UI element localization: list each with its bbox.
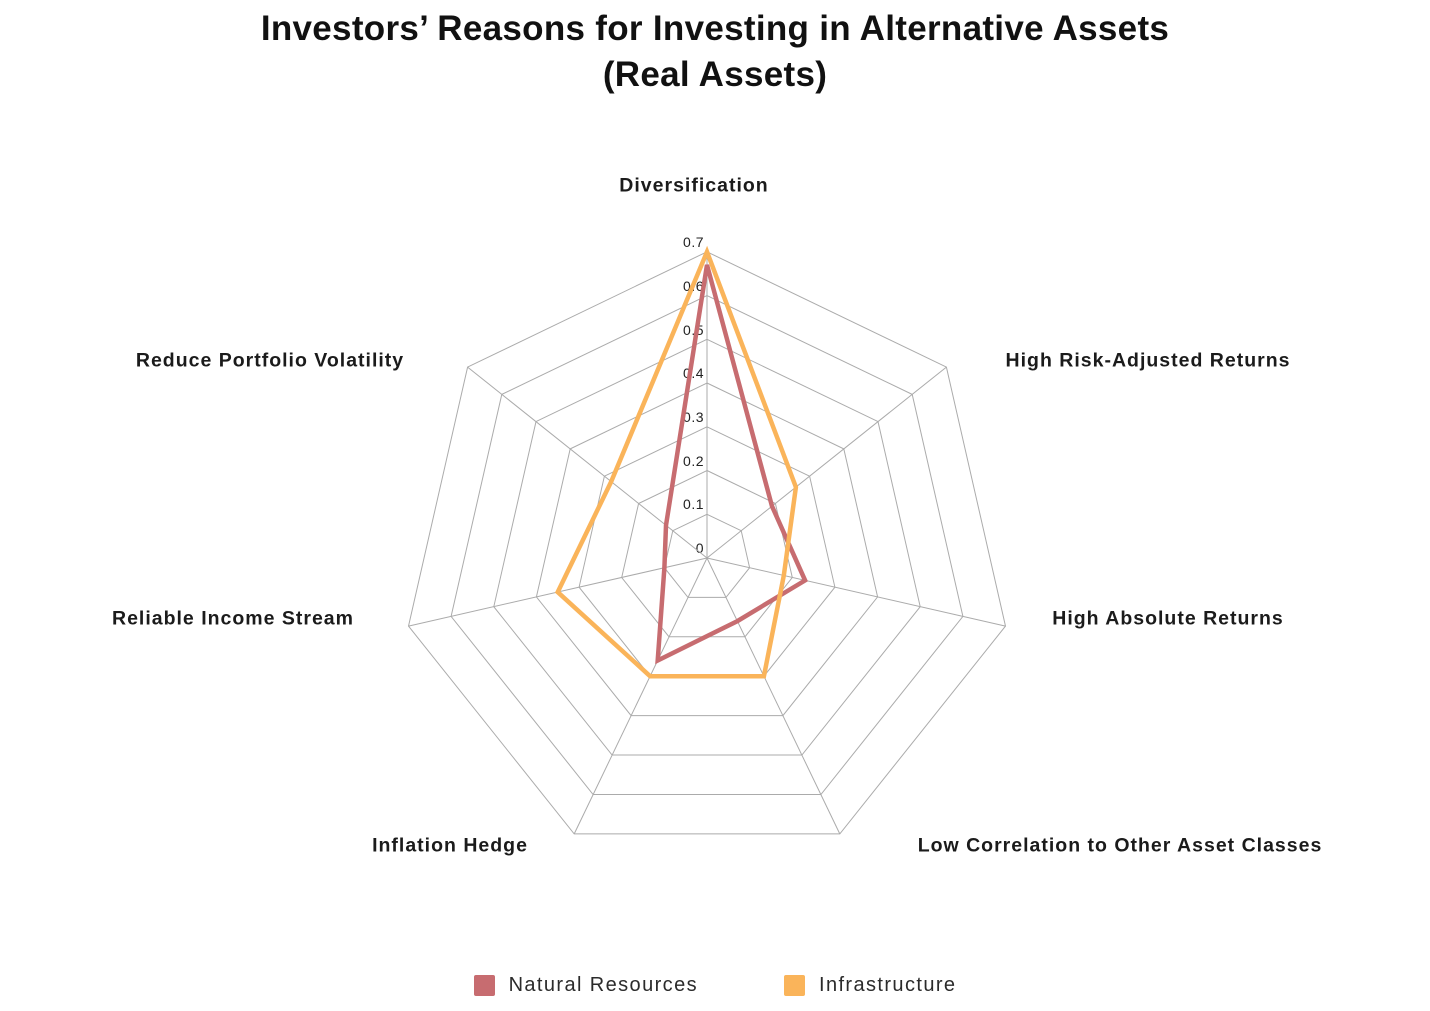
chart-title-line2: (Real Assets) bbox=[602, 55, 828, 94]
axis-label-reliable-income-stream: Reliable Income Stream bbox=[111, 607, 355, 630]
chart-title: Investors’ Reasons for Investing in Alte… bbox=[0, 6, 1430, 98]
axis-label-high-risk-adjusted-returns: High Risk-Adjusted Returns bbox=[1005, 349, 1291, 372]
radial-tick-0-7: 0.7 bbox=[683, 234, 704, 250]
grid-ring bbox=[535, 382, 879, 717]
radial-tick-0-3: 0.3 bbox=[683, 409, 704, 425]
radial-tick-0-2: 0.2 bbox=[683, 453, 704, 469]
legend-item-natural-resources[interactable]: Natural Resources bbox=[473, 974, 698, 997]
legend-item-infrastructure[interactable]: Infrastructure bbox=[784, 974, 956, 997]
legend: Natural Resources Infrastructure bbox=[0, 974, 1430, 997]
axis-label-reduce-portfolio-volatility: Reduce Portfolio Volatility bbox=[135, 349, 405, 372]
grid-ring bbox=[493, 338, 921, 756]
radar-plot-area bbox=[357, 208, 1057, 908]
grid-spoke bbox=[706, 557, 841, 835]
grid-ring bbox=[450, 295, 964, 795]
axis-label-diversification: Diversification bbox=[619, 174, 769, 197]
axis-label-high-absolute-returns: High Absolute Returns bbox=[1052, 607, 1284, 630]
grid-ring bbox=[663, 513, 751, 598]
grid-spoke bbox=[706, 557, 1006, 627]
grid-spoke bbox=[706, 366, 947, 559]
axis-label-inflation-hedge: Inflation Hedge bbox=[372, 834, 528, 857]
chart-title-line1: Investors’ Reasons for Investing in Alte… bbox=[260, 9, 1170, 48]
radar-svg bbox=[407, 245, 1007, 835]
series-infrastructure bbox=[554, 245, 799, 679]
grid-spoke bbox=[573, 557, 708, 835]
grid-ring bbox=[407, 251, 1007, 835]
radial-tick-0: 0 bbox=[695, 540, 704, 556]
axis-label-low-correlation: Low Correlation to Other Asset Classes bbox=[917, 834, 1323, 857]
radial-tick-0-1: 0.1 bbox=[683, 496, 704, 512]
legend-label-infrastructure: Infrastructure bbox=[819, 974, 957, 996]
legend-label-natural-resources: Natural Resources bbox=[508, 974, 698, 996]
series-natural-resources bbox=[655, 264, 808, 665]
natural-resources-swatch-icon bbox=[473, 975, 495, 996]
infrastructure-swatch-icon bbox=[784, 975, 805, 996]
